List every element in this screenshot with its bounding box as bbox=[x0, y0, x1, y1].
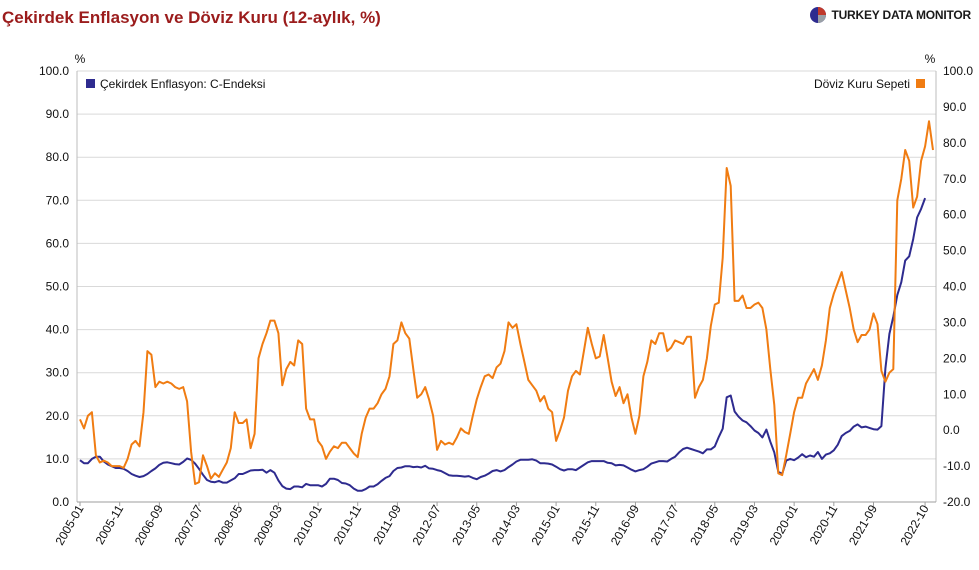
x-tick-label: 2006-09 bbox=[132, 502, 166, 547]
y-right-tick-label: 30.0 bbox=[943, 315, 967, 329]
grid-lines bbox=[77, 70, 936, 503]
y-right-tick-label: 0.0 bbox=[943, 423, 960, 437]
x-tick-label: 2016-09 bbox=[608, 502, 642, 547]
x-tick-label: 2019-03 bbox=[727, 502, 761, 547]
y-left-tick-label: 10.0 bbox=[46, 452, 70, 466]
y-right-tick-label: -20.0 bbox=[943, 495, 971, 509]
y-right-tick-label: 70.0 bbox=[943, 172, 967, 186]
x-tick-label: 2005-01 bbox=[52, 502, 86, 547]
x-tick-label: 2017-07 bbox=[648, 502, 682, 547]
legend-label-fx-basket: Döviz Kuru Sepeti bbox=[814, 77, 910, 91]
brand-text: TURKEY DATA MONITOR bbox=[831, 8, 971, 22]
x-tick-label: 2018-05 bbox=[687, 502, 721, 547]
chart-title: Çekirdek Enflasyon ve Döviz Kuru (12-ayl… bbox=[2, 8, 381, 27]
y-left-tick-label: 70.0 bbox=[46, 193, 70, 207]
series-line-fx-basket bbox=[79, 120, 934, 485]
x-tick-label: 2008-05 bbox=[211, 502, 245, 547]
axes: 0.0 10.0 20.0 30.0 40.0 50.0 60.0 70.0 80.0 90.0 1… bbox=[39, 52, 973, 548]
y-right-tick-label: 80.0 bbox=[943, 136, 967, 150]
y-left-tick-label: 40.0 bbox=[46, 323, 70, 337]
x-tick-label: 2015-11 bbox=[569, 502, 603, 547]
y-left-tick-label: 80.0 bbox=[46, 150, 70, 164]
y-left-tick-label: 90.0 bbox=[46, 107, 70, 121]
y-left-tick-label: 60.0 bbox=[46, 236, 70, 250]
x-tick-label: 2011-09 bbox=[370, 502, 404, 547]
y-right-tick-label: 100.0 bbox=[943, 64, 973, 78]
y-right-tick-label: 20.0 bbox=[943, 351, 967, 365]
y-left-tick-label: 100.0 bbox=[39, 64, 69, 78]
legend-label-core-inflation: Çekirdek Enflasyon: C-Endeksi bbox=[100, 77, 265, 91]
series-lines bbox=[79, 120, 934, 492]
brand-pie-icon bbox=[810, 7, 827, 23]
y-left-tick-label: 50.0 bbox=[46, 280, 70, 294]
y-right-tick-label: 90.0 bbox=[943, 100, 967, 114]
series-line-core-inflation bbox=[79, 197, 927, 492]
y-right-tick-label: 10.0 bbox=[943, 387, 967, 401]
legend-swatch-core-inflation bbox=[86, 79, 95, 88]
y-left-tick-label: 20.0 bbox=[46, 409, 70, 423]
x-tick-label: 2020-11 bbox=[807, 502, 841, 547]
x-tick-label: 2015-01 bbox=[529, 502, 563, 547]
brand-logo: TURKEY DATA MONITOR bbox=[809, 6, 971, 24]
x-tick-label: 2005-11 bbox=[93, 502, 127, 547]
legend-swatch-fx-basket bbox=[916, 79, 925, 88]
x-tick-label: 2013-05 bbox=[449, 502, 483, 547]
y-right-unit-label: % bbox=[925, 52, 936, 66]
legend: Çekirdek Enflasyon: C-Endeksi Döviz Kuru … bbox=[86, 77, 925, 91]
y-left-unit-label: % bbox=[75, 52, 86, 66]
x-tick-label: 2014-03 bbox=[489, 502, 523, 547]
y-left-tick-label: 0.0 bbox=[52, 495, 69, 509]
x-tick-label: 2021-09 bbox=[846, 502, 880, 547]
x-tick-label: 2010-01 bbox=[290, 502, 324, 547]
x-tick-label: 2007-07 bbox=[171, 502, 205, 547]
x-tick-label: 2012-07 bbox=[410, 502, 444, 547]
y-left-tick-label: 30.0 bbox=[46, 366, 70, 380]
y-right-tick-label: -10.0 bbox=[943, 459, 971, 473]
x-tick-label: 2022-10 bbox=[898, 502, 932, 547]
x-tick-label: 2020-01 bbox=[767, 502, 801, 547]
y-right-tick-label: 40.0 bbox=[943, 280, 967, 294]
y-right-tick-label: 50.0 bbox=[943, 244, 967, 258]
x-tick-label: 2009-03 bbox=[251, 502, 285, 547]
x-tick-label: 2010-11 bbox=[331, 502, 365, 547]
y-right-tick-label: 60.0 bbox=[943, 208, 967, 222]
